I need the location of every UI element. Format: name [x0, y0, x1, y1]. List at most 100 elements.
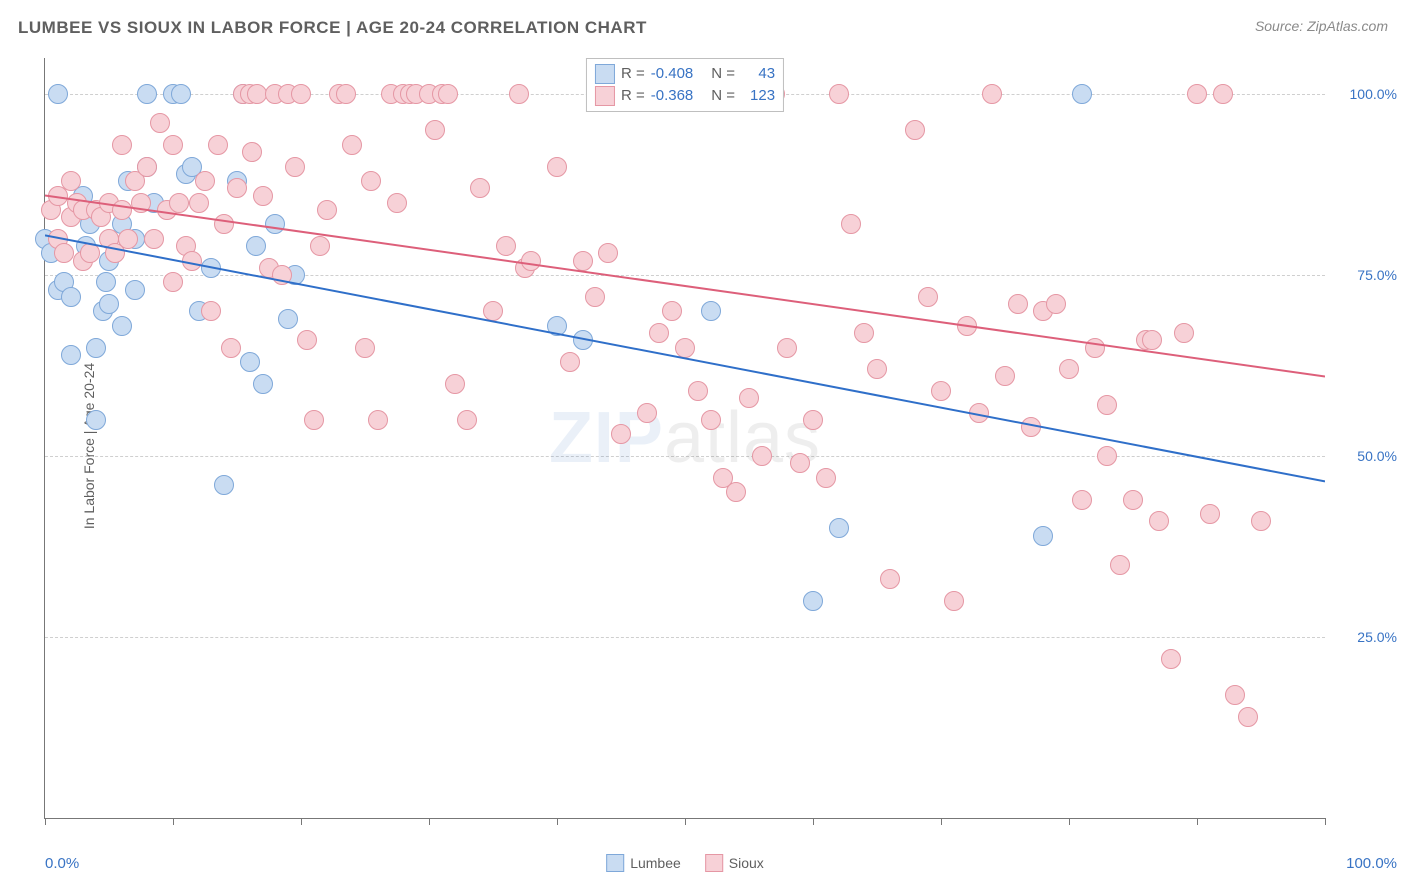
scatter-point-sioux: [291, 84, 311, 104]
scatter-point-lumbee: [137, 84, 157, 104]
scatter-point-sioux: [854, 323, 874, 343]
scatter-point-lumbee: [246, 236, 266, 256]
scatter-point-lumbee: [112, 316, 132, 336]
scatter-point-sioux: [285, 157, 305, 177]
scatter-point-sioux: [144, 229, 164, 249]
scatter-point-sioux: [457, 410, 477, 430]
scatter-point-lumbee: [701, 301, 721, 321]
scatter-point-sioux: [521, 251, 541, 271]
scatter-point-sioux: [1174, 323, 1194, 343]
scatter-point-sioux: [137, 157, 157, 177]
scatter-point-sioux: [880, 569, 900, 589]
scatter-point-sioux: [1251, 511, 1271, 531]
legend-swatch: [606, 854, 624, 872]
scatter-point-sioux: [829, 84, 849, 104]
scatter-point-lumbee: [240, 352, 260, 372]
scatter-point-sioux: [637, 403, 657, 423]
scatter-point-sioux: [918, 287, 938, 307]
scatter-point-sioux: [80, 243, 100, 263]
scatter-point-lumbee: [86, 410, 106, 430]
scatter-point-sioux: [1187, 84, 1207, 104]
y-tick-label: 50.0%: [1357, 448, 1397, 464]
gridline-y: [45, 275, 1325, 276]
scatter-point-sioux: [470, 178, 490, 198]
legend-swatch: [705, 854, 723, 872]
scatter-point-sioux: [777, 338, 797, 358]
scatter-point-sioux: [649, 323, 669, 343]
scatter-point-sioux: [790, 453, 810, 473]
scatter-point-sioux: [182, 251, 202, 271]
scatter-point-sioux: [944, 591, 964, 611]
corr-r-label: R =: [621, 85, 645, 107]
scatter-point-sioux: [361, 171, 381, 191]
chart-title: LUMBEE VS SIOUX IN LABOR FORCE | AGE 20-…: [18, 18, 647, 38]
legend-item-lumbee: Lumbee: [606, 854, 681, 872]
scatter-point-sioux: [995, 366, 1015, 386]
plot-area: ZIPatlas R =-0.408N =43R =-0.368N =123 L…: [44, 58, 1325, 819]
scatter-point-sioux: [445, 374, 465, 394]
scatter-point-sioux: [112, 135, 132, 155]
scatter-point-lumbee: [61, 287, 81, 307]
scatter-point-sioux: [1021, 417, 1041, 437]
scatter-point-sioux: [611, 424, 631, 444]
scatter-point-sioux: [739, 388, 759, 408]
y-tick-label: 25.0%: [1357, 629, 1397, 645]
scatter-point-sioux: [310, 236, 330, 256]
scatter-point-sioux: [54, 243, 74, 263]
corr-swatch: [595, 86, 615, 106]
scatter-point-sioux: [112, 200, 132, 220]
series-legend: Lumbee Sioux: [606, 854, 764, 872]
scatter-point-sioux: [585, 287, 605, 307]
scatter-point-sioux: [208, 135, 228, 155]
scatter-point-sioux: [1046, 294, 1066, 314]
watermark: ZIPatlas: [549, 397, 821, 479]
scatter-point-sioux: [1123, 490, 1143, 510]
scatter-point-sioux: [387, 193, 407, 213]
scatter-point-lumbee: [61, 345, 81, 365]
scatter-point-sioux: [253, 186, 273, 206]
scatter-point-sioux: [425, 120, 445, 140]
scatter-point-lumbee: [278, 309, 298, 329]
legend-label: Lumbee: [630, 855, 681, 871]
scatter-point-sioux: [931, 381, 951, 401]
scatter-point-sioux: [547, 157, 567, 177]
y-tick-label: 100.0%: [1350, 86, 1397, 102]
scatter-point-sioux: [598, 243, 618, 263]
scatter-point-sioux: [317, 200, 337, 220]
scatter-point-lumbee: [1072, 84, 1092, 104]
scatter-point-sioux: [1085, 338, 1105, 358]
x-tick-mark: [1197, 818, 1198, 825]
scatter-point-sioux: [61, 171, 81, 191]
scatter-point-sioux: [816, 468, 836, 488]
scatter-point-sioux: [573, 251, 593, 271]
scatter-point-sioux: [304, 410, 324, 430]
scatter-point-sioux: [1072, 490, 1092, 510]
scatter-point-sioux: [438, 84, 458, 104]
scatter-point-sioux: [509, 84, 529, 104]
gridline-y: [45, 637, 1325, 638]
x-tick-mark: [685, 818, 686, 825]
scatter-point-sioux: [297, 330, 317, 350]
corr-row-lumbee: R =-0.408N =43: [595, 63, 775, 85]
scatter-point-sioux: [1149, 511, 1169, 531]
scatter-point-sioux: [1008, 294, 1028, 314]
scatter-point-sioux: [841, 214, 861, 234]
scatter-point-lumbee: [86, 338, 106, 358]
gridline-y: [45, 456, 1325, 457]
correlation-legend: R =-0.408N =43R =-0.368N =123: [586, 58, 784, 112]
legend-item-sioux: Sioux: [705, 854, 764, 872]
scatter-point-sioux: [163, 135, 183, 155]
corr-r-value: -0.368: [651, 85, 694, 107]
scatter-point-sioux: [195, 171, 215, 191]
x-tick-mark: [173, 818, 174, 825]
scatter-point-sioux: [803, 410, 823, 430]
scatter-point-sioux: [1097, 395, 1117, 415]
x-tick-mark: [941, 818, 942, 825]
scatter-point-sioux: [905, 120, 925, 140]
scatter-point-lumbee: [1033, 526, 1053, 546]
scatter-point-sioux: [189, 193, 209, 213]
scatter-point-sioux: [867, 359, 887, 379]
scatter-point-sioux: [675, 338, 695, 358]
corr-row-sioux: R =-0.368N =123: [595, 85, 775, 107]
x-tick-mark: [557, 818, 558, 825]
